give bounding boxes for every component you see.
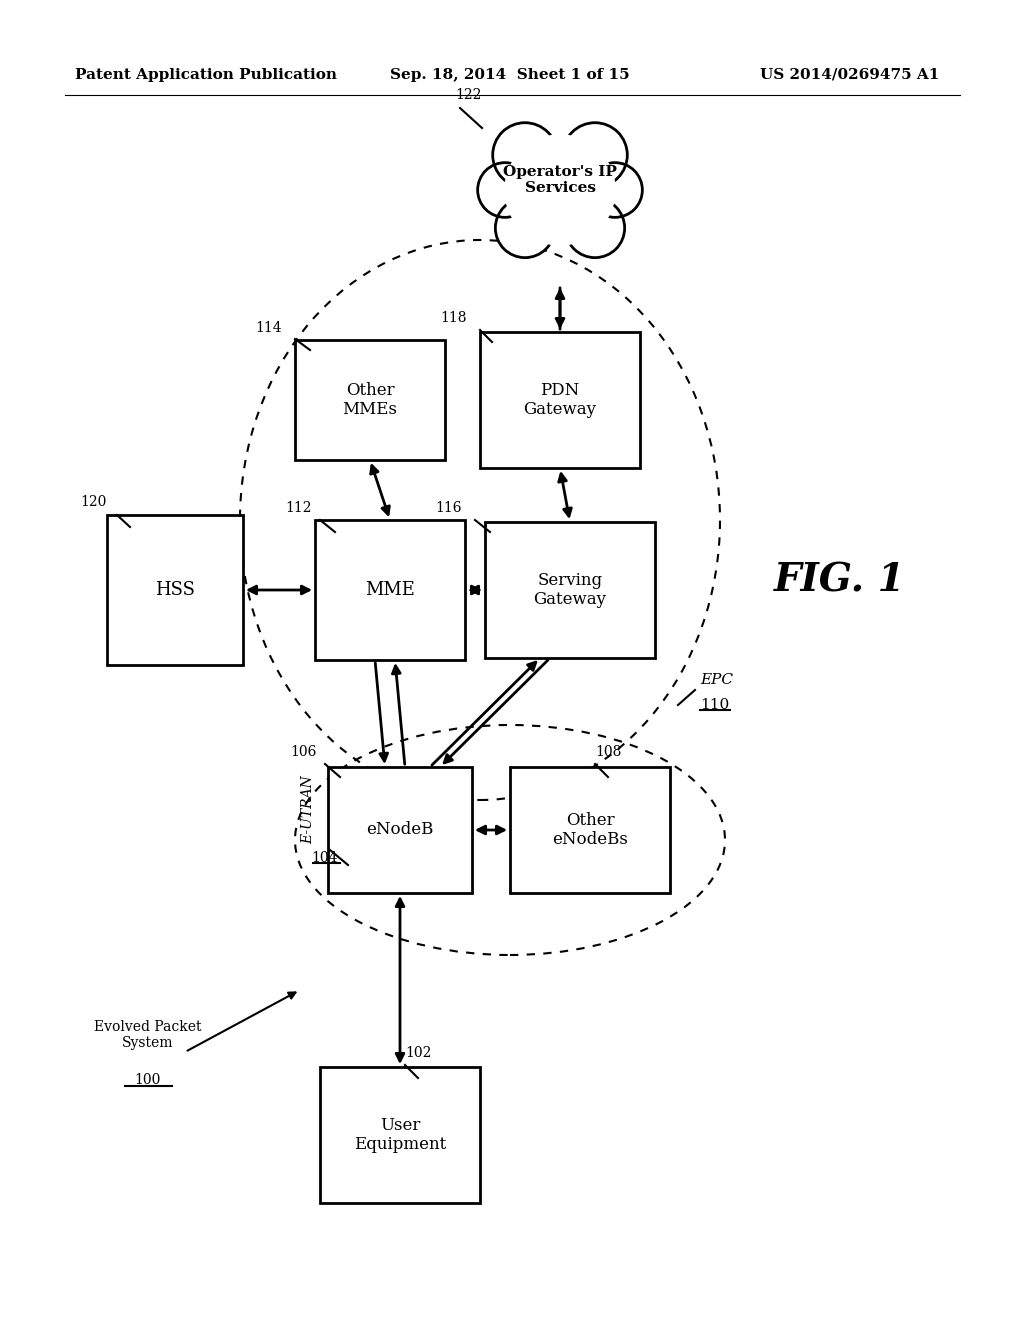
Text: Operator's IP
Services: Operator's IP Services xyxy=(503,165,616,195)
Circle shape xyxy=(588,162,642,218)
Bar xyxy=(510,767,670,894)
Text: 102: 102 xyxy=(406,1045,431,1060)
Text: 104: 104 xyxy=(311,851,338,865)
Text: Evolved Packet
System: Evolved Packet System xyxy=(94,1020,202,1051)
Text: 122: 122 xyxy=(455,88,481,102)
Bar xyxy=(315,520,465,660)
Circle shape xyxy=(496,198,555,257)
Text: EPC: EPC xyxy=(700,673,733,686)
Bar xyxy=(480,333,640,469)
Text: E-UTRAN: E-UTRAN xyxy=(301,776,315,845)
Text: MME: MME xyxy=(366,581,415,599)
Text: Serving
Gateway: Serving Gateway xyxy=(534,572,606,609)
Bar xyxy=(328,767,472,894)
Text: User
Equipment: User Equipment xyxy=(354,1117,446,1154)
Text: Sep. 18, 2014  Sheet 1 of 15: Sep. 18, 2014 Sheet 1 of 15 xyxy=(390,69,630,82)
Circle shape xyxy=(565,198,625,257)
Text: Other
eNodeBs: Other eNodeBs xyxy=(552,812,628,849)
Circle shape xyxy=(505,135,615,246)
Text: 108: 108 xyxy=(595,744,622,759)
Text: PDN
Gateway: PDN Gateway xyxy=(523,381,597,418)
Bar xyxy=(295,341,445,459)
Text: 110: 110 xyxy=(700,698,729,711)
Bar xyxy=(485,521,655,657)
Text: 120: 120 xyxy=(80,495,106,510)
Text: 118: 118 xyxy=(440,312,467,325)
Circle shape xyxy=(500,129,620,249)
Text: eNodeB: eNodeB xyxy=(367,821,434,838)
Text: Other
MMEs: Other MMEs xyxy=(342,381,397,418)
Circle shape xyxy=(493,123,557,187)
Text: FIG. 1: FIG. 1 xyxy=(774,561,906,599)
Text: 100: 100 xyxy=(135,1073,161,1086)
Text: 116: 116 xyxy=(435,502,462,515)
Text: Patent Application Publication: Patent Application Publication xyxy=(75,69,337,82)
Text: 114: 114 xyxy=(255,321,282,335)
Text: 106: 106 xyxy=(290,744,316,759)
Text: US 2014/0269475 A1: US 2014/0269475 A1 xyxy=(760,69,939,82)
Text: 112: 112 xyxy=(285,502,311,515)
Circle shape xyxy=(563,123,628,187)
Bar xyxy=(319,1067,480,1203)
Bar xyxy=(106,515,243,665)
Circle shape xyxy=(477,162,532,218)
Text: HSS: HSS xyxy=(155,581,195,599)
